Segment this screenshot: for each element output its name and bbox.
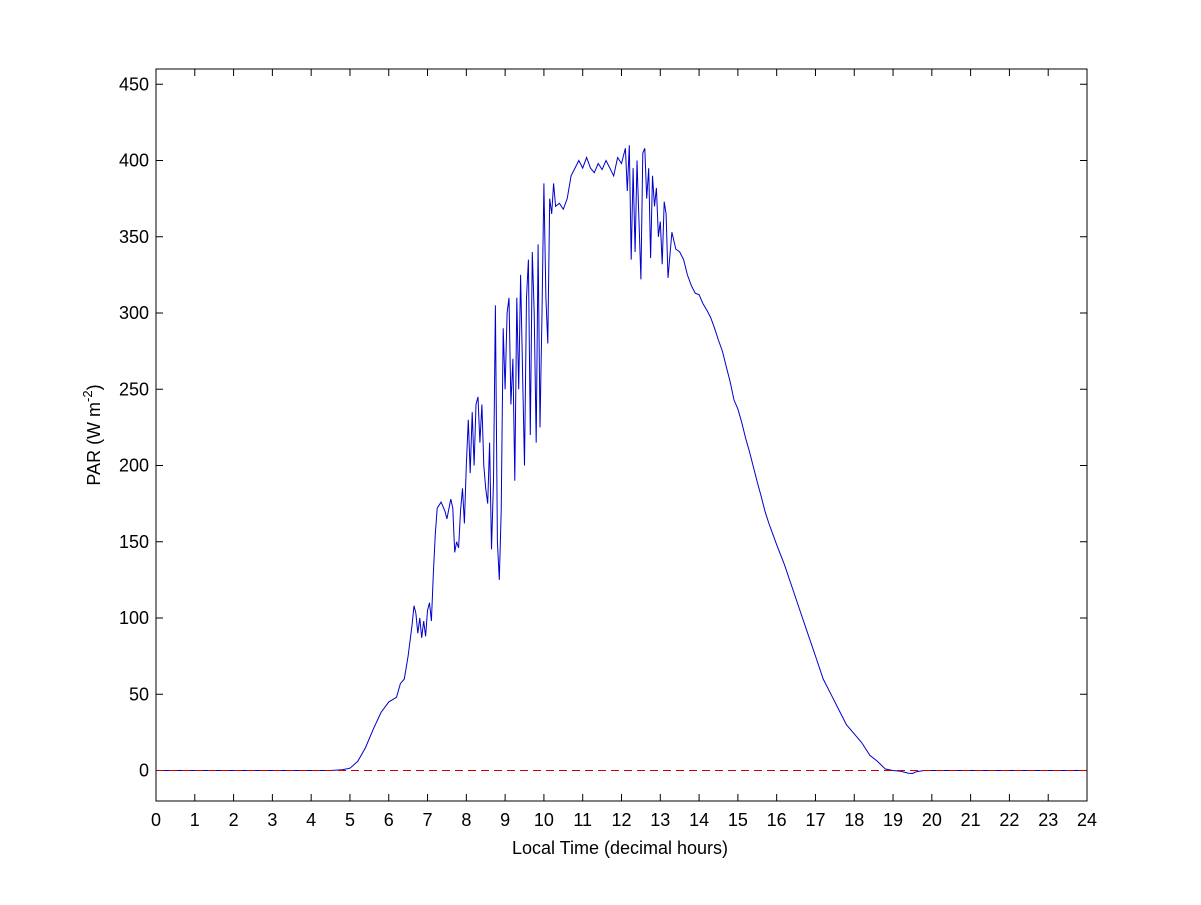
x-tick-label: 24 <box>1077 810 1097 830</box>
x-tick-label: 22 <box>999 810 1019 830</box>
y-tick-label: 300 <box>119 303 149 323</box>
y-axis-label-main: PAR (W m <box>84 402 104 486</box>
x-tick-label: 20 <box>922 810 942 830</box>
x-tick-label: 15 <box>728 810 748 830</box>
x-tick-label: 17 <box>805 810 825 830</box>
x-tick-label: 13 <box>650 810 670 830</box>
plot-frame <box>155 68 1088 802</box>
axis-ticks: 0 1 2 3 4 5 6 7 8 9 10 11 12 13 14 15 16 17 18 19 20 21 22 23 24… <box>119 69 1097 830</box>
y-tick-label: 100 <box>119 608 149 628</box>
x-tick-label: 7 <box>423 810 433 830</box>
x-axis-label: Local Time (decimal hours) <box>512 838 728 858</box>
x-tick-label: 19 <box>883 810 903 830</box>
x-tick-label: 21 <box>961 810 981 830</box>
x-tick-label: 4 <box>306 810 316 830</box>
y-tick-label: 450 <box>119 74 149 94</box>
x-tick-label: 6 <box>384 810 394 830</box>
x-tick-label: 1 <box>190 810 200 830</box>
y-tick-label: 0 <box>139 761 149 781</box>
y-axis-label-sup: -2 <box>80 390 95 402</box>
y-tick-label: 200 <box>119 456 149 476</box>
x-tick-label: 3 <box>267 810 277 830</box>
par-series-line <box>156 145 1087 775</box>
y-axis-label-end: ) <box>84 384 104 390</box>
y-tick-label: 400 <box>119 151 149 171</box>
x-tick-label: 8 <box>461 810 471 830</box>
y-tick-label: 350 <box>119 227 149 247</box>
plot-area <box>156 69 1087 801</box>
y-tick-label: 50 <box>129 684 149 704</box>
x-tick-label: 12 <box>611 810 631 830</box>
x-tick-label: 5 <box>345 810 355 830</box>
x-tick-label: 9 <box>500 810 510 830</box>
x-tick-label: 2 <box>229 810 239 830</box>
x-tick-label: 14 <box>689 810 709 830</box>
y-tick-label: 250 <box>119 379 149 399</box>
series-lines <box>156 145 1087 775</box>
y-axis-label: PAR (W m-2) <box>80 384 104 485</box>
x-tick-label: 0 <box>151 810 161 830</box>
x-tick-label: 10 <box>534 810 554 830</box>
x-tick-label: 11 <box>573 810 592 830</box>
x-tick-label: 23 <box>1038 810 1058 830</box>
x-tick-label: 18 <box>844 810 864 830</box>
y-tick-label: 150 <box>119 532 149 552</box>
x-tick-label: 16 <box>767 810 787 830</box>
